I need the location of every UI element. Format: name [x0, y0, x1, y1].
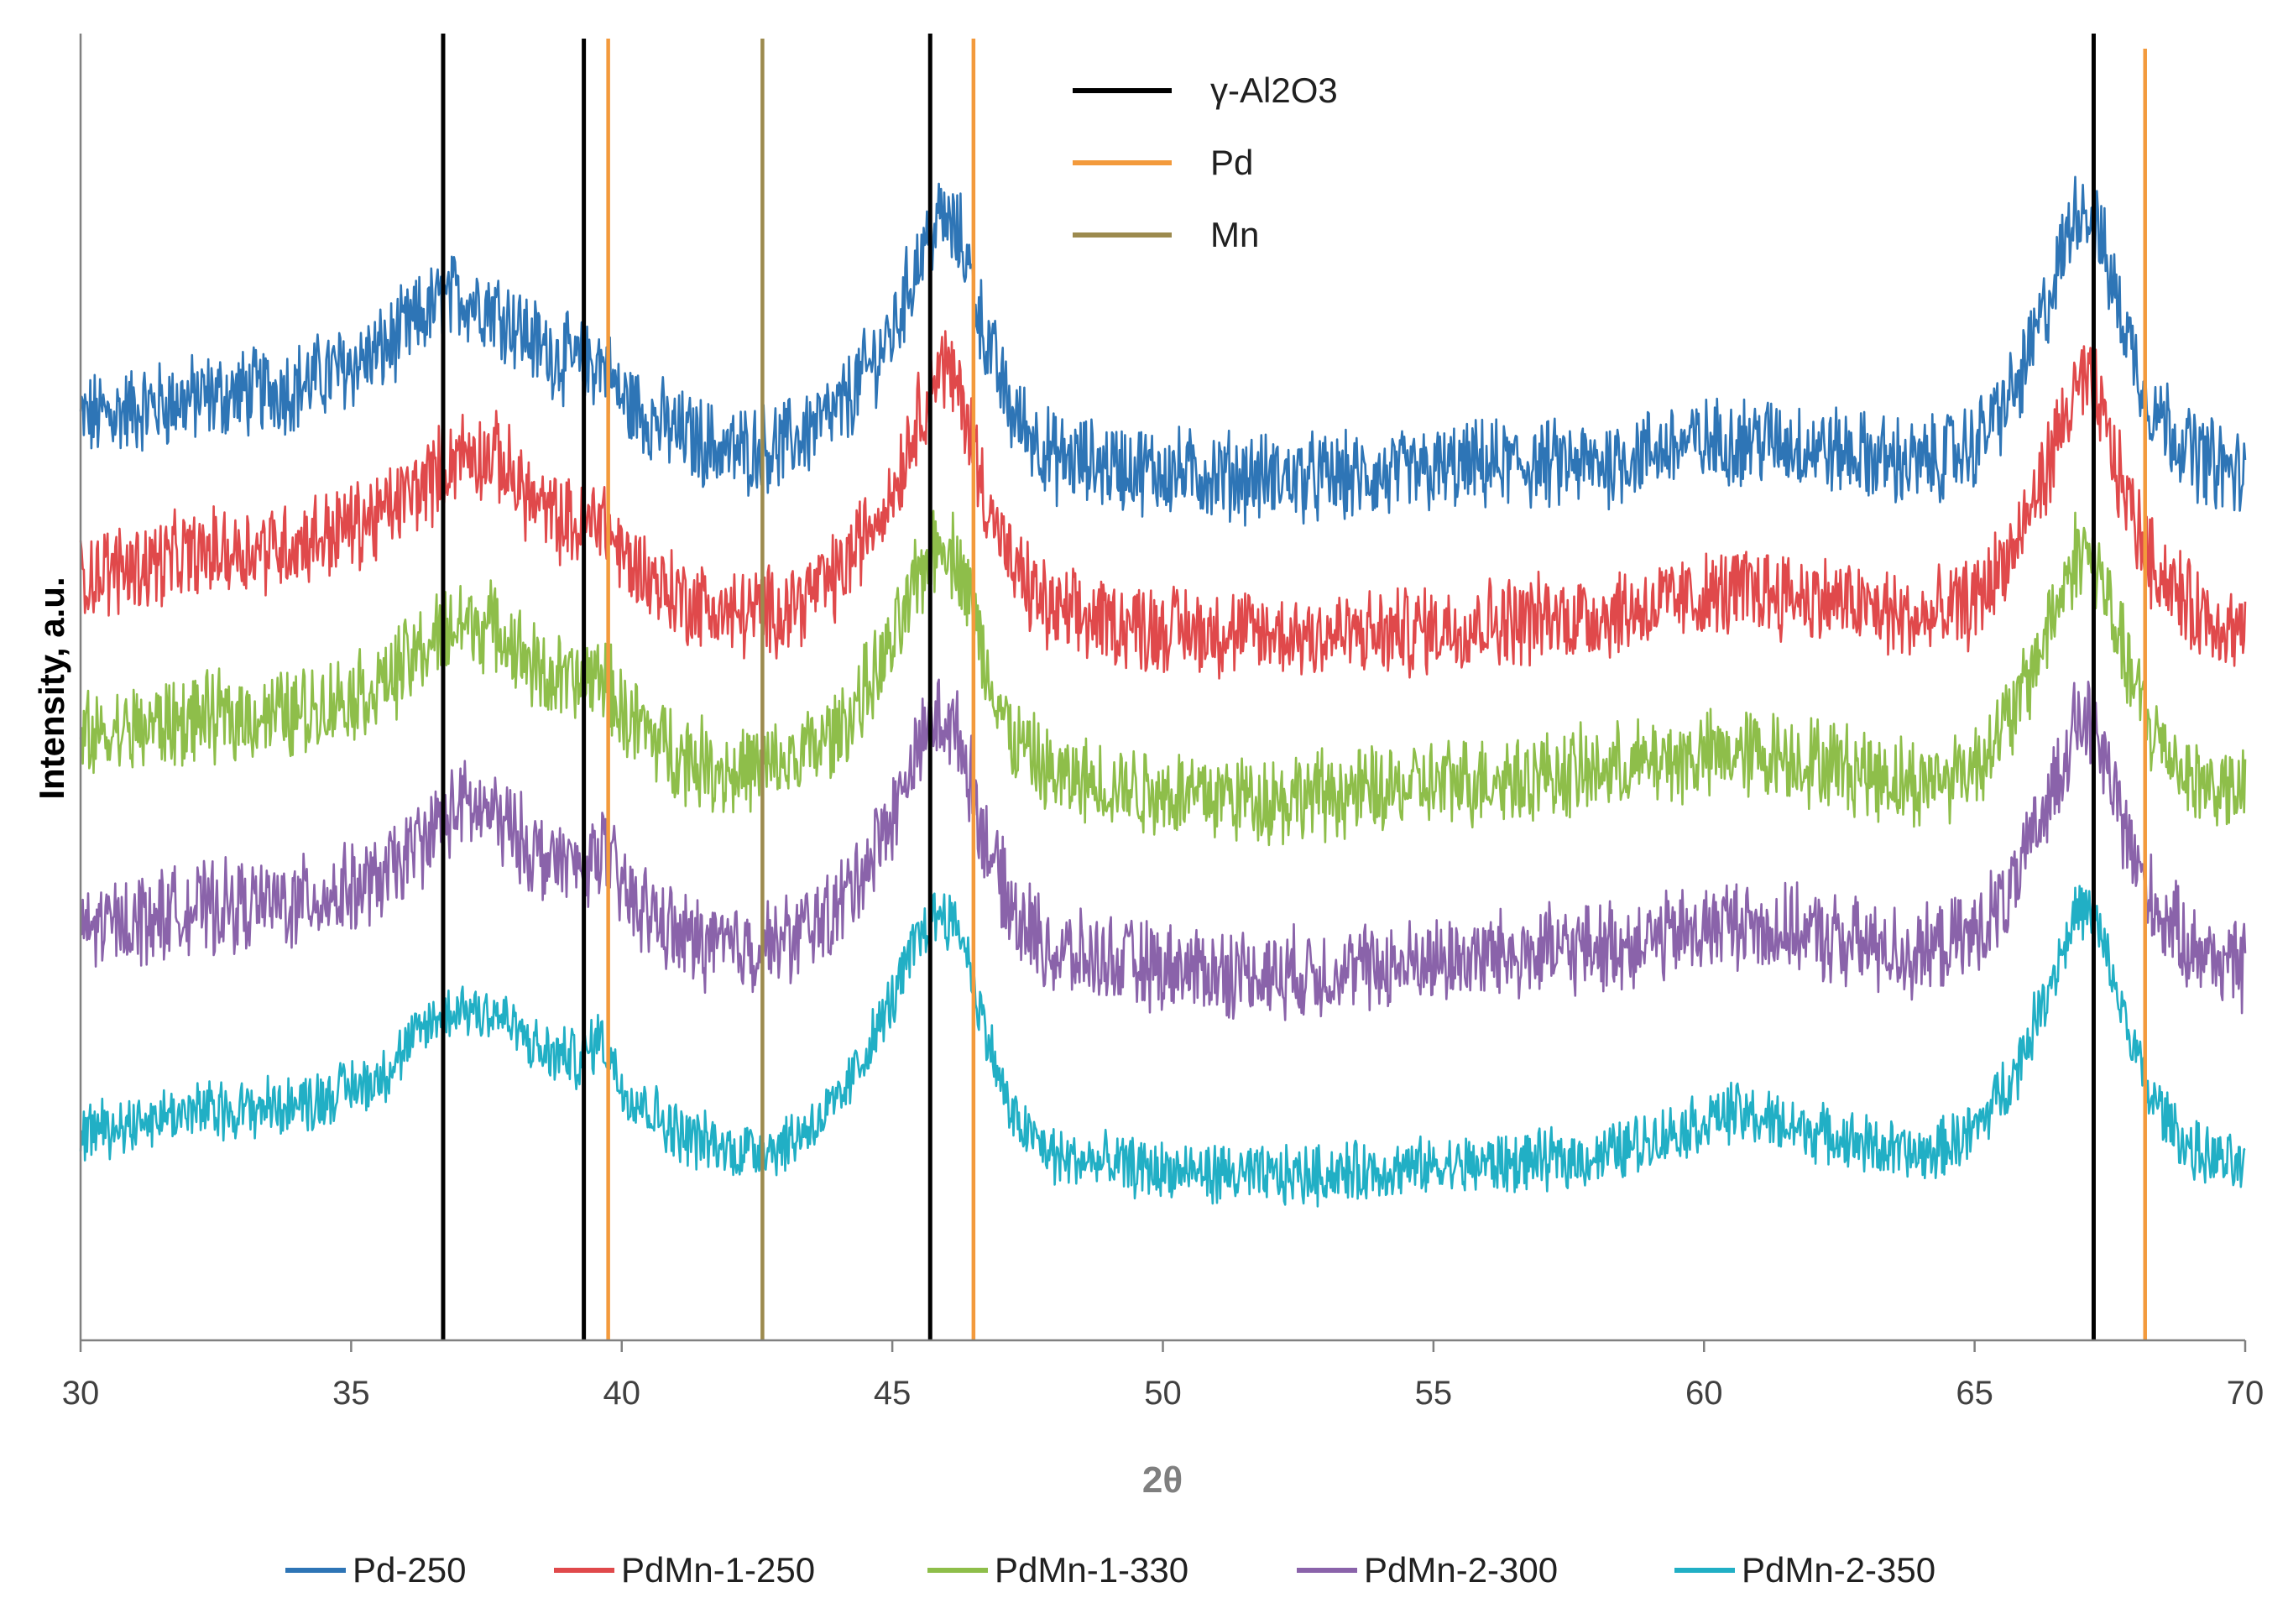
series-legend-label: PdMn-1-330: [995, 1550, 1188, 1590]
x-tick-label: 40: [603, 1375, 641, 1412]
x-tick-label: 70: [2227, 1375, 2264, 1412]
x-tick-label: 60: [1685, 1375, 1723, 1412]
ref-legend-label: γ-Al2O3: [1210, 70, 1338, 110]
x-tick-label: 55: [1415, 1375, 1453, 1412]
y-axis-title: Intensity, a.u.: [32, 577, 71, 799]
x-tick-label: 35: [332, 1375, 370, 1412]
series-legend-label: PdMn-2-350: [1742, 1550, 1935, 1590]
reference-line-layer: [441, 34, 2147, 1340]
reference-legend: γ-Al2O3 Pd Mn: [1073, 70, 1338, 254]
series-layer: [79, 175, 2247, 1208]
x-axis-title: 2θ: [1142, 1460, 1183, 1501]
series-legend-label: PdMn-1-250: [621, 1550, 815, 1590]
x-tick-label: 65: [1956, 1375, 1993, 1412]
x-tick-label: 45: [874, 1375, 912, 1412]
series-legend: Pd-250 PdMn-1-250 PdMn-1-330 PdMn-2-300 PdMn…: [285, 1550, 1935, 1590]
series-trace-4: [80, 678, 2247, 1021]
series-legend-label: Pd-250: [353, 1550, 466, 1590]
x-tick-layer: 30 35 40 45 50 55 60 65 70: [62, 1340, 2264, 1412]
series-trace-1: [79, 175, 2247, 527]
x-tick-label: 30: [62, 1375, 100, 1412]
ref-legend-label: Mn: [1210, 215, 1259, 254]
x-tick-label: 50: [1144, 1375, 1182, 1412]
ref-legend-label: Pd: [1210, 143, 1253, 182]
series-trace-3: [79, 509, 2247, 847]
series-legend-label: PdMn-2-300: [1364, 1550, 1558, 1590]
